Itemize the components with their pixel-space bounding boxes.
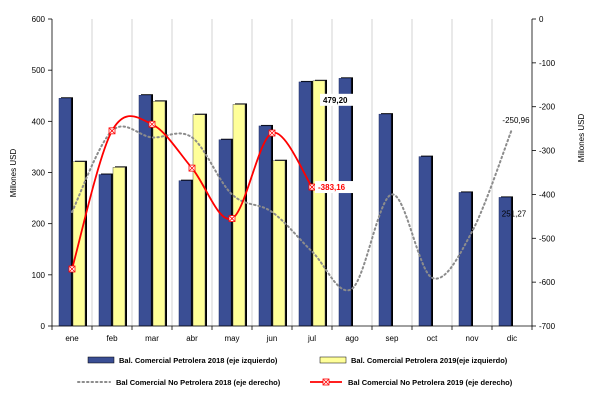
legend-label: Bal Comercial No Petrolera 2018 (eje der… (116, 378, 281, 387)
marker-cross-no-petrolera-2019 (269, 130, 275, 136)
y-right-tick-label: -500 (539, 234, 556, 243)
x-tick-label: abr (186, 334, 198, 343)
y-right-tick-label: 0 (539, 15, 544, 24)
y-right-tick-label: -200 (539, 103, 556, 112)
y-right-tick-label: -100 (539, 59, 556, 68)
y-left-tick-label: 300 (32, 169, 46, 178)
marker-cross-no-petrolera-2019 (309, 184, 315, 190)
line-no-petrolera-2018 (71, 125, 513, 292)
legend-swatch (87, 356, 115, 364)
data-label-jul-petrolera-2019: 479,20 (323, 96, 348, 105)
y-left-tick-label: 500 (32, 66, 46, 75)
grid-layer (91, 19, 493, 326)
bar-petrolera-2018 (258, 125, 272, 327)
x-tick-label: mar (145, 334, 159, 343)
y-left-tick-label: 400 (32, 117, 46, 126)
bar-petrolera-2019 (152, 101, 166, 327)
y-axis-left-title: Millones USD (9, 149, 18, 198)
bar-petrolera-2018 (178, 180, 192, 327)
x-tick-label: feb (106, 334, 118, 343)
legend-layer: Bal. Comercial Petrolera 2018 (eje izqui… (77, 356, 513, 387)
y-axis-right-title: Millones USD (577, 114, 586, 163)
bars-layer (58, 77, 513, 327)
legend-label: Bal. Comercial Petrolera 2019(eje izquie… (351, 356, 508, 365)
bar-petrolera-2018 (138, 94, 152, 327)
marker-cross-no-petrolera-2019 (189, 165, 195, 171)
data-label-jul-no-petrolera-2019: -383,16 (318, 183, 346, 192)
x-tick-label: sep (386, 334, 399, 343)
y-left-tick-label: 0 (41, 322, 46, 331)
x-tick-label: jul (307, 334, 316, 343)
y-right-tick-label: -300 (539, 147, 556, 156)
legend-marker-cross (323, 379, 329, 385)
bar-petrolera-2019 (312, 80, 326, 327)
labels-layer: 479,20 -383,16 -250,96 251,27 (315, 93, 530, 218)
x-tick-label: ene (65, 334, 79, 343)
y-right-tick-label: -400 (539, 190, 556, 199)
bar-petrolera-2018 (218, 139, 232, 327)
marker-cross-no-petrolera-2019 (149, 121, 155, 128)
legend-label: Bal. Comercial Petrolera 2018 (eje izqui… (119, 356, 278, 365)
y-left-tick-label: 100 (32, 271, 46, 280)
x-tick-label: oct (427, 334, 438, 343)
x-tick-label: jun (266, 334, 278, 343)
bar-petrolera-2018 (298, 81, 312, 327)
marker-cross-no-petrolera-2019 (229, 215, 235, 222)
axes-layer: 0 100 200 300 400 500 600 0 -100 -200 -300 -400 -500… (32, 15, 556, 343)
bar-petrolera-2018 (418, 156, 432, 327)
bar-petrolera-2019 (112, 167, 126, 327)
bar-petrolera-2018 (458, 192, 472, 327)
bar-petrolera-2019 (272, 160, 286, 327)
data-label-dic-no-petrolera-2018: -250,96 (502, 116, 530, 125)
bar-petrolera-2019 (192, 114, 206, 327)
marker-cross-no-petrolera-2019 (69, 266, 75, 272)
y-right-tick-label: -700 (539, 322, 556, 331)
legend-label: Bal Comercial No Petrolera 2019 (eje der… (348, 378, 513, 387)
data-label-jul-petrolera-2019-bg (320, 93, 356, 106)
bar-petrolera-2018 (378, 113, 392, 327)
bar-petrolera-2018 (98, 174, 112, 327)
lines-layer (68, 115, 513, 292)
x-tick-label: dic (507, 334, 517, 343)
x-tick-label: may (224, 334, 239, 343)
x-tick-label: ago (345, 334, 359, 343)
legend-swatch (319, 356, 347, 364)
y-left-tick-label: 600 (32, 15, 46, 24)
data-label-dic-petrolera-2018: 251,27 (502, 209, 527, 218)
x-tick-label: nov (466, 334, 479, 343)
y-left-tick-label: 200 (32, 220, 46, 229)
data-label-jul-no-petrolera-2019-bg (315, 181, 356, 194)
bar-petrolera-2018 (58, 98, 72, 327)
y-right-tick-label: -600 (539, 278, 556, 287)
marker-cross-no-petrolera-2019 (109, 128, 115, 134)
